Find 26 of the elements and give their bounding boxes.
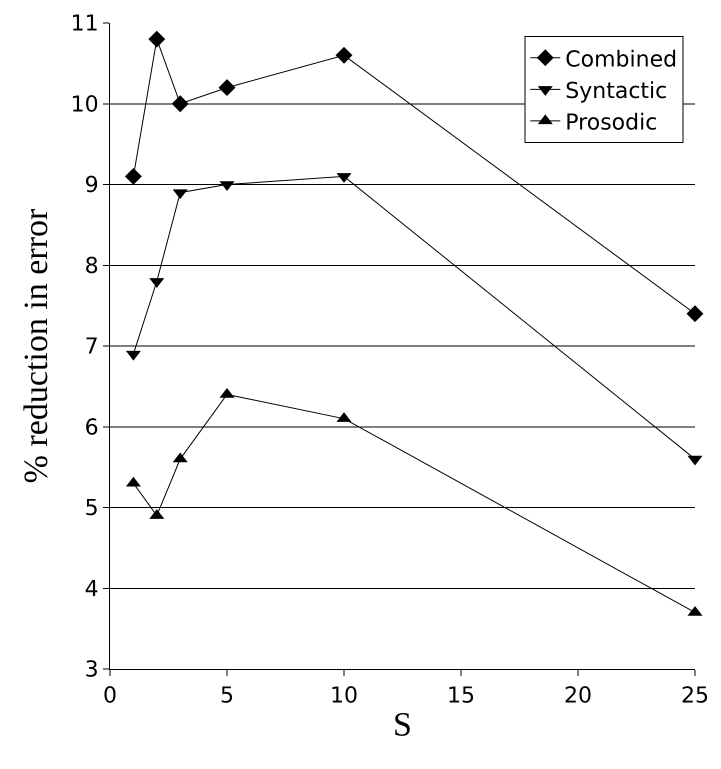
point [148, 30, 166, 48]
y-axis-title: % reduction in error [18, 208, 56, 484]
y-tick-label: 3 [84, 658, 99, 683]
x-axis-title: S [393, 706, 412, 744]
point [336, 46, 352, 64]
legend-label: Prosodic [565, 110, 658, 136]
x-tick-label: 0 [103, 683, 117, 708]
y-tick-label: 10 [70, 92, 99, 118]
y-tick-label: 11 [70, 12, 99, 37]
point [686, 305, 704, 322]
y-tick-label: 7 [84, 334, 99, 360]
legend-label: Combined [565, 47, 678, 72]
x-tick-label: 25 [681, 683, 709, 708]
point [218, 79, 236, 96]
legend-label: Syntactic [565, 78, 668, 104]
y-tick-label: 4 [84, 576, 99, 602]
x-tick-label: 5 [220, 683, 234, 708]
point [124, 168, 142, 185]
point [172, 95, 189, 112]
y-tick-label: 8 [84, 254, 99, 279]
y-tick-label: 5 [84, 496, 99, 522]
y-tick-label: 9 [84, 173, 99, 198]
x-tick-label: 15 [447, 683, 475, 708]
y-tick-label: 6 [84, 415, 99, 440]
x-tick-label: 20 [564, 683, 592, 708]
x-tick-label: 10 [330, 683, 358, 708]
